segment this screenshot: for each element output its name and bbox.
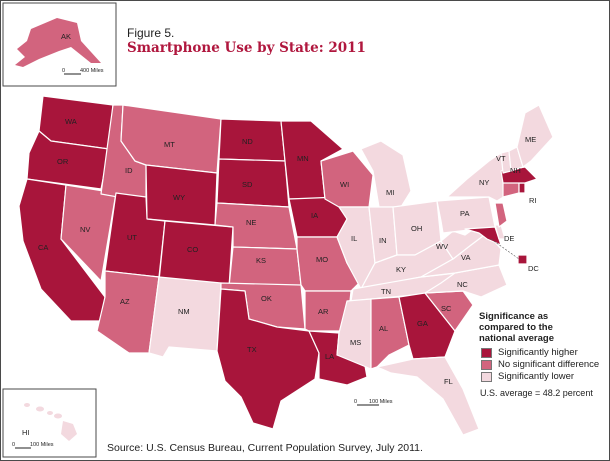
legend-item-significantly-higher: Significantly higher <box>481 347 578 358</box>
svg-text:WA: WA <box>65 117 77 126</box>
svg-text:WY: WY <box>173 193 185 202</box>
svg-text:FL: FL <box>444 377 453 386</box>
svg-text:OR: OR <box>57 157 69 166</box>
state-wi <box>320 150 374 208</box>
source-note: Source: U.S. Census Bureau, Current Popu… <box>107 442 423 454</box>
main-scale-bar: 0 100 Miles <box>354 399 393 406</box>
svg-text:CA: CA <box>38 243 48 252</box>
svg-text:WI: WI <box>340 180 349 189</box>
figure-label: Figure 5. <box>127 26 175 40</box>
label-hi: HI <box>22 428 30 437</box>
svg-text:100 Miles: 100 Miles <box>30 442 54 448</box>
svg-text:DE: DE <box>504 234 514 243</box>
state-nv <box>60 184 117 282</box>
svg-text:0: 0 <box>12 442 15 448</box>
svg-text:AR: AR <box>318 307 329 316</box>
svg-text:NV: NV <box>80 225 90 234</box>
svg-text:ND: ND <box>242 137 253 146</box>
svg-text:MT: MT <box>164 140 175 149</box>
legend-item-no-significant-difference: No significant difference <box>481 359 599 370</box>
state-ri <box>518 182 526 194</box>
state-me <box>516 104 554 168</box>
svg-text:TX: TX <box>247 345 257 354</box>
dc-leader-line <box>490 238 520 260</box>
svg-text:NE: NE <box>246 218 256 227</box>
national-average-note: U.S. average = 48.2 percent <box>480 388 593 398</box>
svg-text:OK: OK <box>261 294 272 303</box>
svg-text:MN: MN <box>297 154 309 163</box>
svg-text:NM: NM <box>178 307 190 316</box>
svg-text:OH: OH <box>411 224 422 233</box>
svg-text:SD: SD <box>242 180 253 189</box>
svg-text:AZ: AZ <box>120 297 130 306</box>
svg-text:LA: LA <box>325 352 334 361</box>
svg-text:IA: IA <box>311 211 318 220</box>
svg-text:100 Miles: 100 Miles <box>369 399 393 405</box>
svg-text:RI: RI <box>529 196 537 205</box>
hawaii-inset-frame <box>2 388 97 458</box>
state-sd <box>216 158 290 208</box>
state-ak <box>15 18 101 67</box>
state-nj <box>494 202 508 228</box>
svg-text:NC: NC <box>457 280 468 289</box>
map-title: Smartphone Use by State: 2011 <box>127 40 366 56</box>
svg-text:IN: IN <box>379 236 387 245</box>
state-co <box>158 220 234 288</box>
svg-text:VT: VT <box>496 154 506 163</box>
svg-text:0: 0 <box>354 399 357 405</box>
state-ks <box>228 246 302 288</box>
svg-text:0: 0 <box>62 68 65 74</box>
svg-text:KY: KY <box>396 265 406 274</box>
svg-text:ID: ID <box>125 166 133 175</box>
state-hi <box>24 403 77 441</box>
svg-text:SC: SC <box>441 304 452 313</box>
svg-text:400 Miles: 400 Miles <box>80 68 104 74</box>
hawaii-scale-bar: 0 100 Miles <box>12 442 54 449</box>
svg-text:GA: GA <box>417 319 428 328</box>
svg-text:ME: ME <box>525 135 536 144</box>
svg-text:AL: AL <box>379 324 388 333</box>
state-tx <box>216 288 320 430</box>
state-az <box>96 270 160 354</box>
svg-text:MS: MS <box>350 338 361 347</box>
state-labels: WA OR CA NV ID MT WY UT CO AZ NM ND SD N… <box>38 117 539 386</box>
state-or <box>26 130 110 190</box>
state-fl <box>376 356 480 436</box>
svg-text:PA: PA <box>460 209 469 218</box>
svg-text:KS: KS <box>256 256 266 265</box>
svg-text:WV: WV <box>436 242 448 251</box>
legend-item-significantly-lower: Significantly lower <box>481 371 574 382</box>
svg-text:MI: MI <box>386 188 394 197</box>
svg-text:TN: TN <box>381 287 391 296</box>
alaska-scale-bar: 0 400 Miles <box>62 68 104 75</box>
svg-text:UT: UT <box>127 233 137 242</box>
state-ar <box>304 290 352 332</box>
legend-swatch-no-difference <box>481 359 492 370</box>
state-mi <box>360 140 412 208</box>
state-dc <box>517 254 528 265</box>
svg-text:NY: NY <box>479 178 489 187</box>
svg-text:DC: DC <box>528 264 539 273</box>
legend-swatch-higher <box>481 347 492 358</box>
legend-swatch-lower <box>481 371 492 382</box>
state-ms <box>336 298 372 370</box>
label-ak: AK <box>61 32 71 41</box>
svg-text:IL: IL <box>351 234 357 243</box>
state-nc <box>424 264 508 298</box>
svg-text:CO: CO <box>187 245 198 254</box>
state-md <box>464 226 502 246</box>
svg-text:MO: MO <box>316 255 328 264</box>
state-nm <box>148 276 222 358</box>
svg-text:NH: NH <box>510 166 521 175</box>
states-layer <box>18 95 554 436</box>
svg-text:VA: VA <box>461 253 470 262</box>
legend-title: Significance as compared to the national… <box>479 311 554 344</box>
